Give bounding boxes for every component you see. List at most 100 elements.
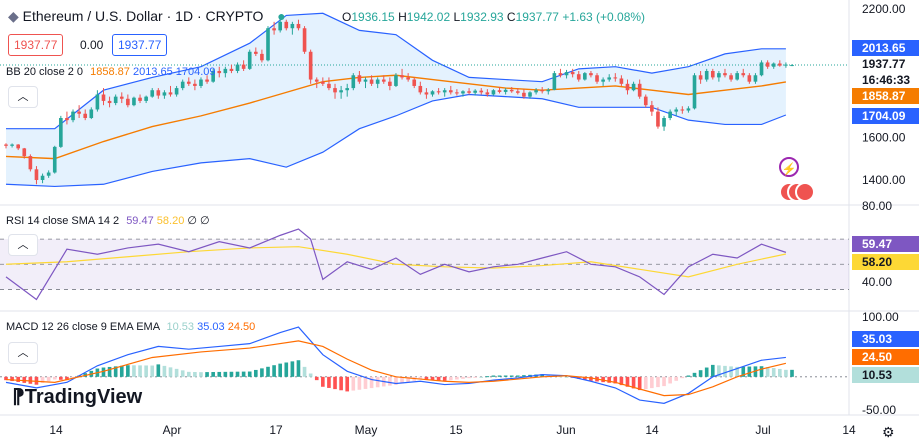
macd-signal-badge: 24.50 [862,350,892,364]
macd-histogram-bar [52,376,57,380]
collapse-macd-button[interactable]: ︿ [8,342,38,364]
rsi-sma-badge-bg [852,254,919,270]
macd-histogram-bar [698,370,703,377]
macd-label: MACD 12 26 close 9 EMA EMA [6,321,160,333]
candle-body [790,65,794,67]
candle-body [156,90,161,96]
candle-body [680,109,685,111]
gear-icon[interactable]: ⚙ [882,424,895,440]
candle-body [241,64,246,69]
macd-histogram-bar [199,372,203,377]
tradingview-logo[interactable]: ⁋TradingView [12,384,142,409]
macd-histogram-bar [394,376,398,385]
macd-histogram-bar [765,367,770,377]
collapse-rsi-button[interactable]: ︿ [8,234,38,256]
macd-histogram-bar [302,366,307,377]
macd-histogram-bar [10,376,14,382]
rsi-legend[interactable]: RSI 14 close SMA 14 2 59.47 58.20 ∅ ∅ [6,214,210,227]
macd-histogram-bar [363,376,368,389]
candle-body [168,92,173,95]
us-flag-event-icon[interactable] [795,182,815,202]
macd-histogram-bar [59,376,63,380]
brand-name: TradingView [24,386,143,408]
rsi-label: RSI 14 close SMA 14 2 [6,215,120,227]
macd-hist-value: 10.53 [166,321,195,333]
macd-histogram-bar [516,375,520,377]
macd-histogram-bar [321,376,325,387]
candle-body [601,79,605,82]
candle-body [235,64,240,71]
macd-histogram-bar [436,376,441,381]
candle-body [132,97,136,106]
bb-legend[interactable]: BB 20 close 2 0 1858.87 2013.65 1704.09 [6,66,216,78]
collapse-indicators-button[interactable]: ︿ [8,86,38,108]
candle-body [552,73,557,90]
candle-body [363,79,368,82]
candle-body [686,108,691,111]
macd-histogram-bar [162,365,167,377]
macd-histogram-bar [260,368,264,377]
macd-histogram-bar [22,376,27,383]
candle-body [522,92,526,97]
macd-histogram-bar [455,376,459,380]
macd-histogram-bar [40,376,45,383]
macd-histogram-bar [771,368,776,377]
macd-tick-label: 100.00 [862,310,899,324]
price-tick-label: 1600.00 [862,130,906,144]
candle-body [284,21,289,29]
candle-body [59,118,63,147]
macd-histogram-bar [266,366,270,377]
candle-body [704,70,709,80]
rsi-tick-label: 40.00 [862,275,892,289]
macd-histogram-bar [229,371,234,377]
macd-histogram-bar [156,364,161,377]
candle-body [247,51,252,69]
bb-basis-badge-bg [852,88,919,104]
candle-body [485,92,490,95]
candle-body [357,75,362,82]
macd-histogram-bar [589,376,593,381]
candle-body [595,75,599,82]
candle-body [126,98,130,106]
macd-legend[interactable]: MACD 12 26 close 9 EMA EMA 10.53 35.03 2… [6,321,255,333]
time-tick-label: 15 [449,423,463,437]
candle-body [107,100,112,104]
macd-histogram-bar [223,371,228,377]
candle-body [101,94,106,101]
change-value: +1.63 (+0.08%) [562,10,646,24]
candle-body [77,111,81,114]
macd-histogram-bar [345,376,350,392]
macd-histogram-bar [674,376,679,381]
macd-signal-badge-bg [852,349,919,365]
countdown-badge: 16:46:33 [862,73,910,87]
candle-body [16,144,20,149]
sell-button[interactable]: 1937.77 [8,34,64,56]
candle-body [52,146,57,173]
candle-body [345,88,350,91]
bb-band-fill [6,13,786,187]
candle-body [327,83,331,89]
candle-body [186,81,191,84]
lightning-event-icon[interactable]: ⚡ [779,157,799,177]
macd-histogram-bar [741,366,746,377]
time-tick-label: May [355,423,378,437]
bb-lower-value: 1704.09 [175,66,216,78]
macd-histogram-bar [278,363,282,377]
macd-histogram-bar [546,374,551,377]
candle-body [321,81,325,84]
candle-body [668,111,672,119]
candle-body [637,83,642,97]
macd-histogram-bar [564,376,569,378]
candle-body [491,90,496,95]
candle-body [717,73,721,78]
macd-histogram-bar [784,369,788,377]
macd-hist-badge: 10.53 [862,368,892,382]
macd-histogram-bar [442,376,447,381]
rsi-badge-bg [852,236,919,252]
buy-button[interactable]: 1937.77 [112,34,168,56]
macd-signal-value: 24.50 [227,321,256,333]
macd-histogram-bar [479,376,484,378]
symbol-header[interactable]: ◆ Ethereum / U.S. Dollar · 1D · CRYPTO ● [8,8,286,25]
candle-body [625,83,630,91]
